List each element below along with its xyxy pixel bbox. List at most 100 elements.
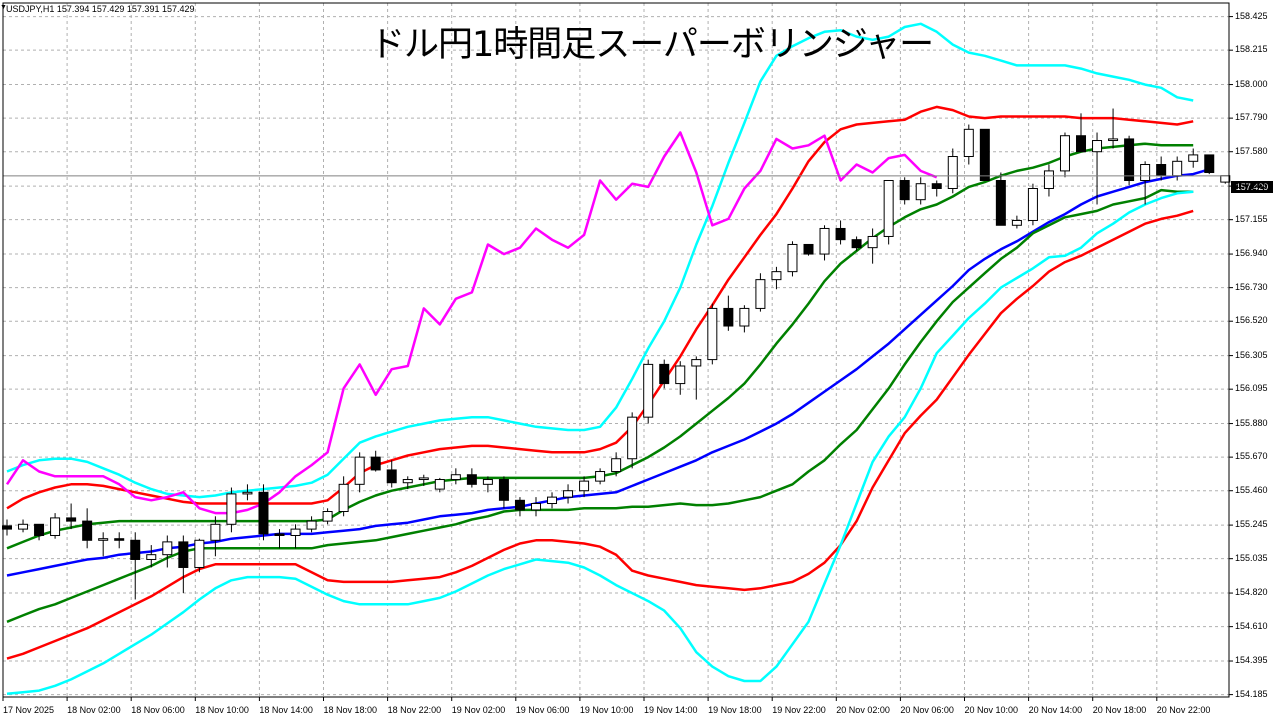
candle-body xyxy=(498,479,509,501)
series-line-upper3 xyxy=(6,22,1194,499)
plot-border xyxy=(2,2,1230,698)
candle-body xyxy=(835,227,846,241)
y-tick-label: 157.790 xyxy=(1235,112,1268,123)
candle-body xyxy=(643,363,654,418)
candle-body xyxy=(1076,135,1087,153)
candle-body xyxy=(1188,154,1199,162)
y-tick-label: 156.095 xyxy=(1235,383,1268,394)
candle-body xyxy=(290,528,301,536)
candle-body xyxy=(851,239,862,249)
candle-body xyxy=(258,491,269,535)
candle-body xyxy=(98,538,109,541)
triangle-down-icon[interactable]: ▼ xyxy=(0,4,7,11)
series-line-lower3 xyxy=(6,190,1194,696)
candle-body xyxy=(675,365,686,385)
candle-body xyxy=(579,480,590,492)
y-tick-label: 156.940 xyxy=(1235,248,1268,259)
grid-lines xyxy=(2,3,1233,701)
candle-body xyxy=(226,493,237,525)
candle-body xyxy=(691,359,702,367)
x-tick-label: 18 Nov 14:00 xyxy=(259,705,313,715)
y-tick-label: 157.155 xyxy=(1235,213,1268,224)
y-tick-label: 158.000 xyxy=(1235,78,1268,89)
candle-body xyxy=(354,456,365,485)
x-tick-label: 20 Nov 22:00 xyxy=(1156,705,1211,715)
candle-body xyxy=(418,477,429,481)
candle-body xyxy=(1172,160,1183,177)
plot-frame xyxy=(2,2,1230,698)
candle-body xyxy=(50,517,61,536)
x-tick-label: 19 Nov 06:00 xyxy=(515,705,570,715)
candle-body xyxy=(771,271,782,281)
x-tick-label: 18 Nov 02:00 xyxy=(67,705,121,715)
candle-body xyxy=(1220,175,1231,183)
candle-body xyxy=(1124,138,1135,181)
candle-body xyxy=(450,474,461,481)
symbol-info: USDJPY,H1 157.394 157.429 157.391 157.42… xyxy=(6,4,195,14)
candle-body xyxy=(627,416,638,460)
candle-body xyxy=(947,156,958,189)
candle-body xyxy=(1156,164,1167,177)
x-tick-label: 18 Nov 06:00 xyxy=(131,705,185,715)
candle-body xyxy=(178,541,189,568)
candle-body xyxy=(34,523,45,536)
candle-body xyxy=(242,491,253,495)
candles xyxy=(2,108,1231,600)
series-line-middle xyxy=(6,168,1210,577)
candle-body xyxy=(402,479,413,484)
x-tick-label: 19 Nov 02:00 xyxy=(451,705,506,715)
candle-body xyxy=(514,499,525,511)
candle-body xyxy=(114,538,125,541)
candle-body xyxy=(611,458,622,473)
x-tick-label: 18 Nov 22:00 xyxy=(387,705,442,715)
candle-body xyxy=(803,243,814,255)
candle-body xyxy=(963,128,974,158)
candle-body xyxy=(755,279,766,309)
candle-body xyxy=(787,243,798,273)
candle-body xyxy=(210,523,221,541)
candle-body xyxy=(1043,170,1054,189)
candle-body xyxy=(306,520,317,530)
candle-body xyxy=(1027,187,1038,221)
y-tick-label: 154.395 xyxy=(1235,655,1268,666)
y-tick-label: 155.245 xyxy=(1235,519,1268,530)
candle-body xyxy=(1140,164,1151,181)
chart-title: ドル円1時間足スーパーボリンジャー xyxy=(370,25,934,65)
x-tick-label: 18 Nov 10:00 xyxy=(195,705,249,715)
candle-body xyxy=(739,307,750,327)
current-price-label: 157.429 xyxy=(1231,181,1273,193)
candle-body xyxy=(130,539,141,560)
series-line-lower1 xyxy=(6,188,1194,623)
candle-body xyxy=(338,483,349,513)
series-line-upper1 xyxy=(6,142,1194,550)
y-tick-label: 155.880 xyxy=(1235,417,1268,428)
y-tick-label: 155.035 xyxy=(1235,552,1268,563)
x-tick-label: 19 Nov 14:00 xyxy=(644,705,698,715)
x-tick-label: 20 Nov 10:00 xyxy=(964,705,1019,715)
y-tick-label: 156.520 xyxy=(1235,315,1268,326)
candle-body xyxy=(1204,154,1215,174)
y-tick-label: 158.425 xyxy=(1235,10,1268,21)
x-tick-label: 19 Nov 22:00 xyxy=(772,705,826,715)
candle-body xyxy=(274,533,285,536)
x-tick-label: 17 Nov 2025 xyxy=(3,705,55,715)
candle-body xyxy=(482,479,493,485)
y-tick-label: 154.820 xyxy=(1235,587,1268,598)
candle-body xyxy=(162,541,173,556)
candle-body xyxy=(547,496,558,505)
y-tick-label: 156.730 xyxy=(1235,281,1268,292)
y-tick-label: 155.460 xyxy=(1235,484,1268,495)
x-tick-label: 19 Nov 18:00 xyxy=(708,705,762,715)
candle-body xyxy=(194,539,205,568)
candle-body xyxy=(931,183,942,189)
series-line-upper2 xyxy=(6,105,1194,510)
series-line-lower2 xyxy=(6,209,1194,660)
candle-body xyxy=(434,479,445,490)
candle-body xyxy=(563,490,574,498)
series-line-lagging xyxy=(5,131,938,515)
x-tick-label: 20 Nov 06:00 xyxy=(900,705,954,715)
x-tick-label: 20 Nov 14:00 xyxy=(1028,705,1083,715)
x-tick-label: 20 Nov 18:00 xyxy=(1092,705,1147,715)
